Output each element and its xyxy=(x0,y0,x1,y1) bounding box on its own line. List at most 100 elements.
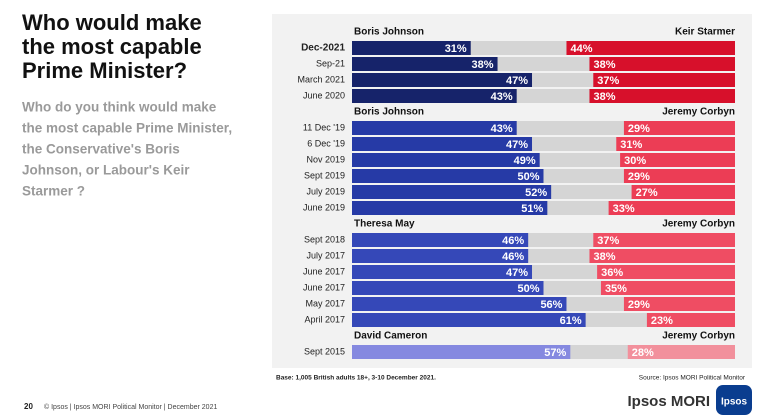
left-name: Boris Johnson xyxy=(354,27,424,38)
right-bar xyxy=(646,313,735,327)
subtitle: Who do you think would make xyxy=(22,100,217,115)
left-value-label: 52% xyxy=(525,187,547,199)
base-note: Base: 1,005 British adults 18+, 3-10 Dec… xyxy=(276,375,436,382)
category-label: 6 Dec '19 xyxy=(307,138,345,148)
category-label: Sep-21 xyxy=(316,58,345,68)
category-label: Sept 2019 xyxy=(304,170,345,180)
left-bar xyxy=(352,281,544,295)
left-value-label: 49% xyxy=(514,155,536,167)
title: Who would make xyxy=(22,10,202,35)
left-value-label: 46% xyxy=(502,235,524,247)
right-bar xyxy=(616,137,735,151)
brand: Ipsos MORI xyxy=(627,393,710,410)
left-value-label: 50% xyxy=(517,283,539,295)
right-bar xyxy=(620,153,735,167)
right-bar xyxy=(589,89,735,103)
category-label: July 2019 xyxy=(306,186,345,196)
right-bar xyxy=(627,345,735,359)
left-value-label: 47% xyxy=(506,267,528,279)
left-name: Theresa May xyxy=(354,219,415,230)
right-name: Keir Starmer xyxy=(675,27,735,38)
category-label: Dec-2021 xyxy=(301,43,345,54)
right-value-label: 37% xyxy=(597,235,619,247)
category-label: June 2020 xyxy=(303,90,345,100)
left-value-label: 61% xyxy=(560,315,582,327)
category-label: Sept 2015 xyxy=(304,346,345,356)
left-value-label: 47% xyxy=(506,139,528,151)
page-number: 20 xyxy=(24,402,33,411)
left-bar xyxy=(352,313,586,327)
right-bar xyxy=(623,297,735,311)
subtitle: the Conservative's Boris xyxy=(22,142,180,157)
subtitle: Johnson, or Labour's Keir xyxy=(22,163,190,178)
left-value-label: 43% xyxy=(491,123,513,135)
right-value-label: 29% xyxy=(628,299,650,311)
right-name: Jeremy Corbyn xyxy=(662,219,735,230)
category-label: June 2017 xyxy=(303,282,345,292)
right-bar xyxy=(631,185,735,199)
category-label: June 2017 xyxy=(303,266,345,276)
category-label: Nov 2019 xyxy=(306,154,345,164)
right-value-label: 38% xyxy=(593,91,615,103)
right-value-label: 37% xyxy=(597,75,619,87)
left-value-label: 47% xyxy=(506,75,528,87)
left-value-label: 56% xyxy=(540,299,562,311)
right-value-label: 29% xyxy=(628,123,650,135)
right-value-label: 38% xyxy=(593,251,615,263)
left-bar xyxy=(352,265,533,279)
right-value-label: 29% xyxy=(628,171,650,183)
category-label: April 2017 xyxy=(304,314,345,324)
left-value-label: 50% xyxy=(517,171,539,183)
right-bar xyxy=(597,265,735,279)
left-name: Boris Johnson xyxy=(354,107,424,118)
right-value-label: 23% xyxy=(651,315,673,327)
subtitle: Starmer ? xyxy=(22,184,85,199)
left-bar xyxy=(352,89,517,103)
right-value-label: 33% xyxy=(613,203,635,215)
title: the most capable xyxy=(22,34,202,59)
left-value-label: 57% xyxy=(544,347,566,359)
left-value-label: 31% xyxy=(445,43,467,55)
left-bar xyxy=(352,345,571,359)
logo: Ipsos xyxy=(721,397,748,408)
logo-box xyxy=(716,385,752,415)
right-bar xyxy=(593,73,735,87)
category-label: March 2021 xyxy=(297,74,345,84)
left-bar xyxy=(352,137,533,151)
right-bar xyxy=(608,201,735,215)
left-value-label: 51% xyxy=(521,203,543,215)
right-value-label: 36% xyxy=(601,267,623,279)
left-bar xyxy=(352,73,533,87)
right-bar xyxy=(600,281,735,295)
left-bar xyxy=(352,57,498,71)
left-bar xyxy=(352,249,529,263)
left-bar xyxy=(352,185,552,199)
category-label: July 2017 xyxy=(306,250,345,260)
right-value-label: 27% xyxy=(636,187,658,199)
right-bar xyxy=(589,57,735,71)
category-label: Sept 2018 xyxy=(304,234,345,244)
right-bar xyxy=(566,41,735,55)
category-label: 11 Dec '19 xyxy=(303,122,345,132)
right-bar xyxy=(589,249,735,263)
left-bar xyxy=(352,153,540,167)
left-value-label: 38% xyxy=(472,59,494,71)
subtitle: the most capable Prime Minister, xyxy=(22,121,232,136)
left-bar xyxy=(352,121,517,135)
right-name: Jeremy Corbyn xyxy=(662,107,735,118)
source-note: Source: Ipsos MORI Political Monitor xyxy=(639,375,746,382)
left-value-label: 46% xyxy=(502,251,524,263)
right-bar xyxy=(623,169,735,183)
right-name: Jeremy Corbyn xyxy=(662,331,735,342)
right-value-label: 44% xyxy=(570,43,592,55)
right-value-label: 38% xyxy=(593,59,615,71)
right-bar xyxy=(623,121,735,135)
right-value-label: 31% xyxy=(620,139,642,151)
left-bar xyxy=(352,169,544,183)
left-value-label: 43% xyxy=(491,91,513,103)
footer-text: © Ipsos | Ipsos MORI Political Monitor |… xyxy=(44,403,217,411)
left-bar xyxy=(352,233,529,247)
title: Prime Minister? xyxy=(22,58,187,83)
right-value-label: 30% xyxy=(624,155,646,167)
